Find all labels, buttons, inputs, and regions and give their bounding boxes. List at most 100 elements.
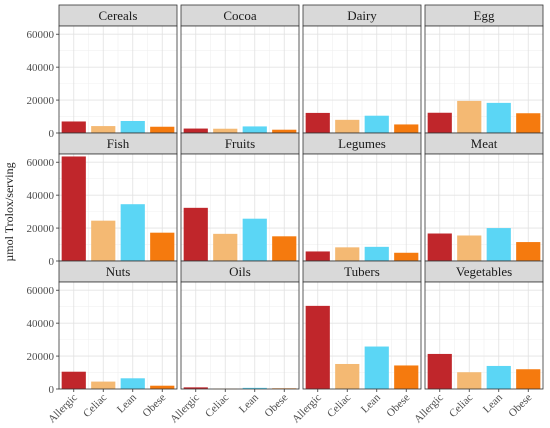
bar-tubers-allergic xyxy=(305,305,330,389)
bar-fruits-celiac xyxy=(213,233,238,261)
bar-tubers-celiac xyxy=(335,363,360,389)
panel-vegetables: Vegetables Allergic Celiac Lean Obese xyxy=(412,260,544,426)
bar-vegetables-celiac xyxy=(457,372,482,389)
bar-vegetables-lean xyxy=(486,365,511,389)
y-axis-title: µmol Trolox/serving xyxy=(2,162,16,261)
panel-title-oils: Oils xyxy=(229,264,251,279)
panel-border-tubers xyxy=(302,281,422,390)
bar-cocoa-obese xyxy=(272,129,297,133)
bar-meat-obese xyxy=(516,242,541,261)
bar-legumes-obese xyxy=(394,252,419,261)
x-tick-label-allergic: Allergic xyxy=(168,392,202,426)
bar-fish-celiac xyxy=(91,220,116,261)
y-tick-label: 20000 xyxy=(27,95,55,107)
bar-fruits-lean xyxy=(242,218,267,261)
panel-cereals: Cereals 0 20000 40000 60000 xyxy=(27,4,178,140)
y-tick-label: 0 xyxy=(49,128,55,140)
panel-title-cereals: Cereals xyxy=(99,8,138,23)
x-tick-label-celiac: Celiac xyxy=(447,392,475,420)
bar-vegetables-obese xyxy=(516,369,541,389)
y-tick-label: 40000 xyxy=(27,318,55,330)
bar-fish-obese xyxy=(150,232,175,261)
bar-nuts-allergic xyxy=(61,371,86,389)
bar-fish-allergic xyxy=(61,156,86,261)
panel-legumes: Legumes xyxy=(302,132,422,262)
panel-nuts: Nuts 0 20000 40000 60000 Allergic Celiac Lean Ob… xyxy=(27,260,178,426)
panel-title-vegetables: Vegetables xyxy=(456,264,512,279)
bar-nuts-obese xyxy=(150,385,175,389)
panel-border-nuts xyxy=(58,281,178,390)
bar-legumes-celiac xyxy=(335,247,360,261)
x-tick-label-obese: Obese xyxy=(262,392,290,420)
bar-fruits-obese xyxy=(272,236,297,261)
bar-meat-allergic xyxy=(427,233,452,261)
panel-title-dairy: Dairy xyxy=(347,8,377,23)
panel-title-tubers: Tubers xyxy=(344,264,380,279)
bar-oils-lean xyxy=(242,387,267,389)
y-axis-title-group: µmol Trolox/serving xyxy=(2,162,16,261)
bar-egg-celiac xyxy=(457,100,482,133)
panel-fish: Fish 0 20000 40000 60000 xyxy=(27,132,178,268)
bar-dairy-celiac xyxy=(335,119,360,133)
bar-nuts-lean xyxy=(120,378,145,389)
x-tick-label-allergic: Allergic xyxy=(290,392,324,426)
bar-cocoa-lean xyxy=(242,126,267,133)
y-tick-label: 0 xyxy=(49,256,55,268)
y-tick-label: 0 xyxy=(49,384,55,396)
bar-fruits-allergic xyxy=(183,207,208,261)
panel-meat: Meat xyxy=(424,132,544,262)
panel-border-vegetables xyxy=(424,281,544,390)
bar-legumes-lean xyxy=(364,246,389,261)
panel-title-egg: Egg xyxy=(474,8,495,23)
bar-vegetables-allergic xyxy=(427,353,452,389)
panel-dairy: Dairy xyxy=(302,4,422,134)
panel-fruits: Fruits xyxy=(180,132,300,262)
y-tick-label: 20000 xyxy=(27,223,55,235)
bar-dairy-obese xyxy=(394,124,419,133)
bar-egg-allergic xyxy=(427,112,452,133)
panel-title-legumes: Legumes xyxy=(338,136,386,151)
bar-cereals-lean xyxy=(120,120,145,133)
y-tick-label: 60000 xyxy=(27,29,55,41)
bar-cereals-allergic xyxy=(61,121,86,133)
x-tick-label-obese: Obese xyxy=(506,392,534,420)
x-tick-label-celiac: Celiac xyxy=(325,392,353,420)
y-tick-label: 60000 xyxy=(27,157,55,169)
panel-egg: Egg xyxy=(424,4,544,134)
x-tick-label-lean: Lean xyxy=(481,391,505,415)
x-tick-label-obese: Obese xyxy=(140,392,168,420)
y-tick-label: 40000 xyxy=(27,62,55,74)
x-tick-label-celiac: Celiac xyxy=(203,392,231,420)
bar-cereals-obese xyxy=(150,126,175,133)
bar-egg-obese xyxy=(516,113,541,133)
y-tick-label: 40000 xyxy=(27,190,55,202)
bar-meat-lean xyxy=(486,228,511,261)
bar-cereals-celiac xyxy=(91,126,116,133)
panel-border-oils xyxy=(180,281,300,390)
x-tick-label-allergic: Allergic xyxy=(46,392,80,426)
bar-fish-lean xyxy=(120,204,145,261)
panel-tubers: Tubers Allergic Celiac Lean Obese xyxy=(290,260,422,426)
x-tick-label-obese: Obese xyxy=(384,392,412,420)
panel-oils: Oils Allergic Celiac Lean Obese xyxy=(168,260,300,426)
panel-title-cocoa: Cocoa xyxy=(223,8,256,23)
bar-legumes-allergic xyxy=(305,251,330,261)
bar-cocoa-allergic xyxy=(183,128,208,133)
panel-title-nuts: Nuts xyxy=(106,264,131,279)
panel-cocoa: Cocoa xyxy=(180,4,300,134)
x-tick-label-allergic: Allergic xyxy=(412,392,446,426)
x-tick-label-lean: Lean xyxy=(359,391,383,415)
panel-title-meat: Meat xyxy=(471,136,498,151)
bar-egg-lean xyxy=(486,102,511,133)
panel-title-fish: Fish xyxy=(107,136,130,151)
x-tick-label-lean: Lean xyxy=(237,391,261,415)
bar-dairy-allergic xyxy=(305,112,330,133)
x-tick-label-celiac: Celiac xyxy=(81,392,109,420)
bar-dairy-lean xyxy=(364,115,389,133)
panel-title-fruits: Fruits xyxy=(225,136,255,151)
bar-oils-allergic xyxy=(183,387,208,389)
bar-nuts-celiac xyxy=(91,381,116,389)
bar-cocoa-celiac xyxy=(213,128,238,133)
y-tick-label: 20000 xyxy=(27,351,55,363)
